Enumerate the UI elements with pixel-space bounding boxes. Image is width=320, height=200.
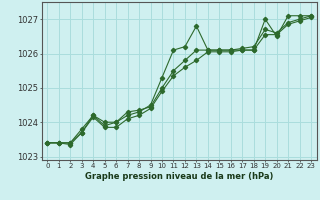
X-axis label: Graphe pression niveau de la mer (hPa): Graphe pression niveau de la mer (hPa) bbox=[85, 172, 273, 181]
